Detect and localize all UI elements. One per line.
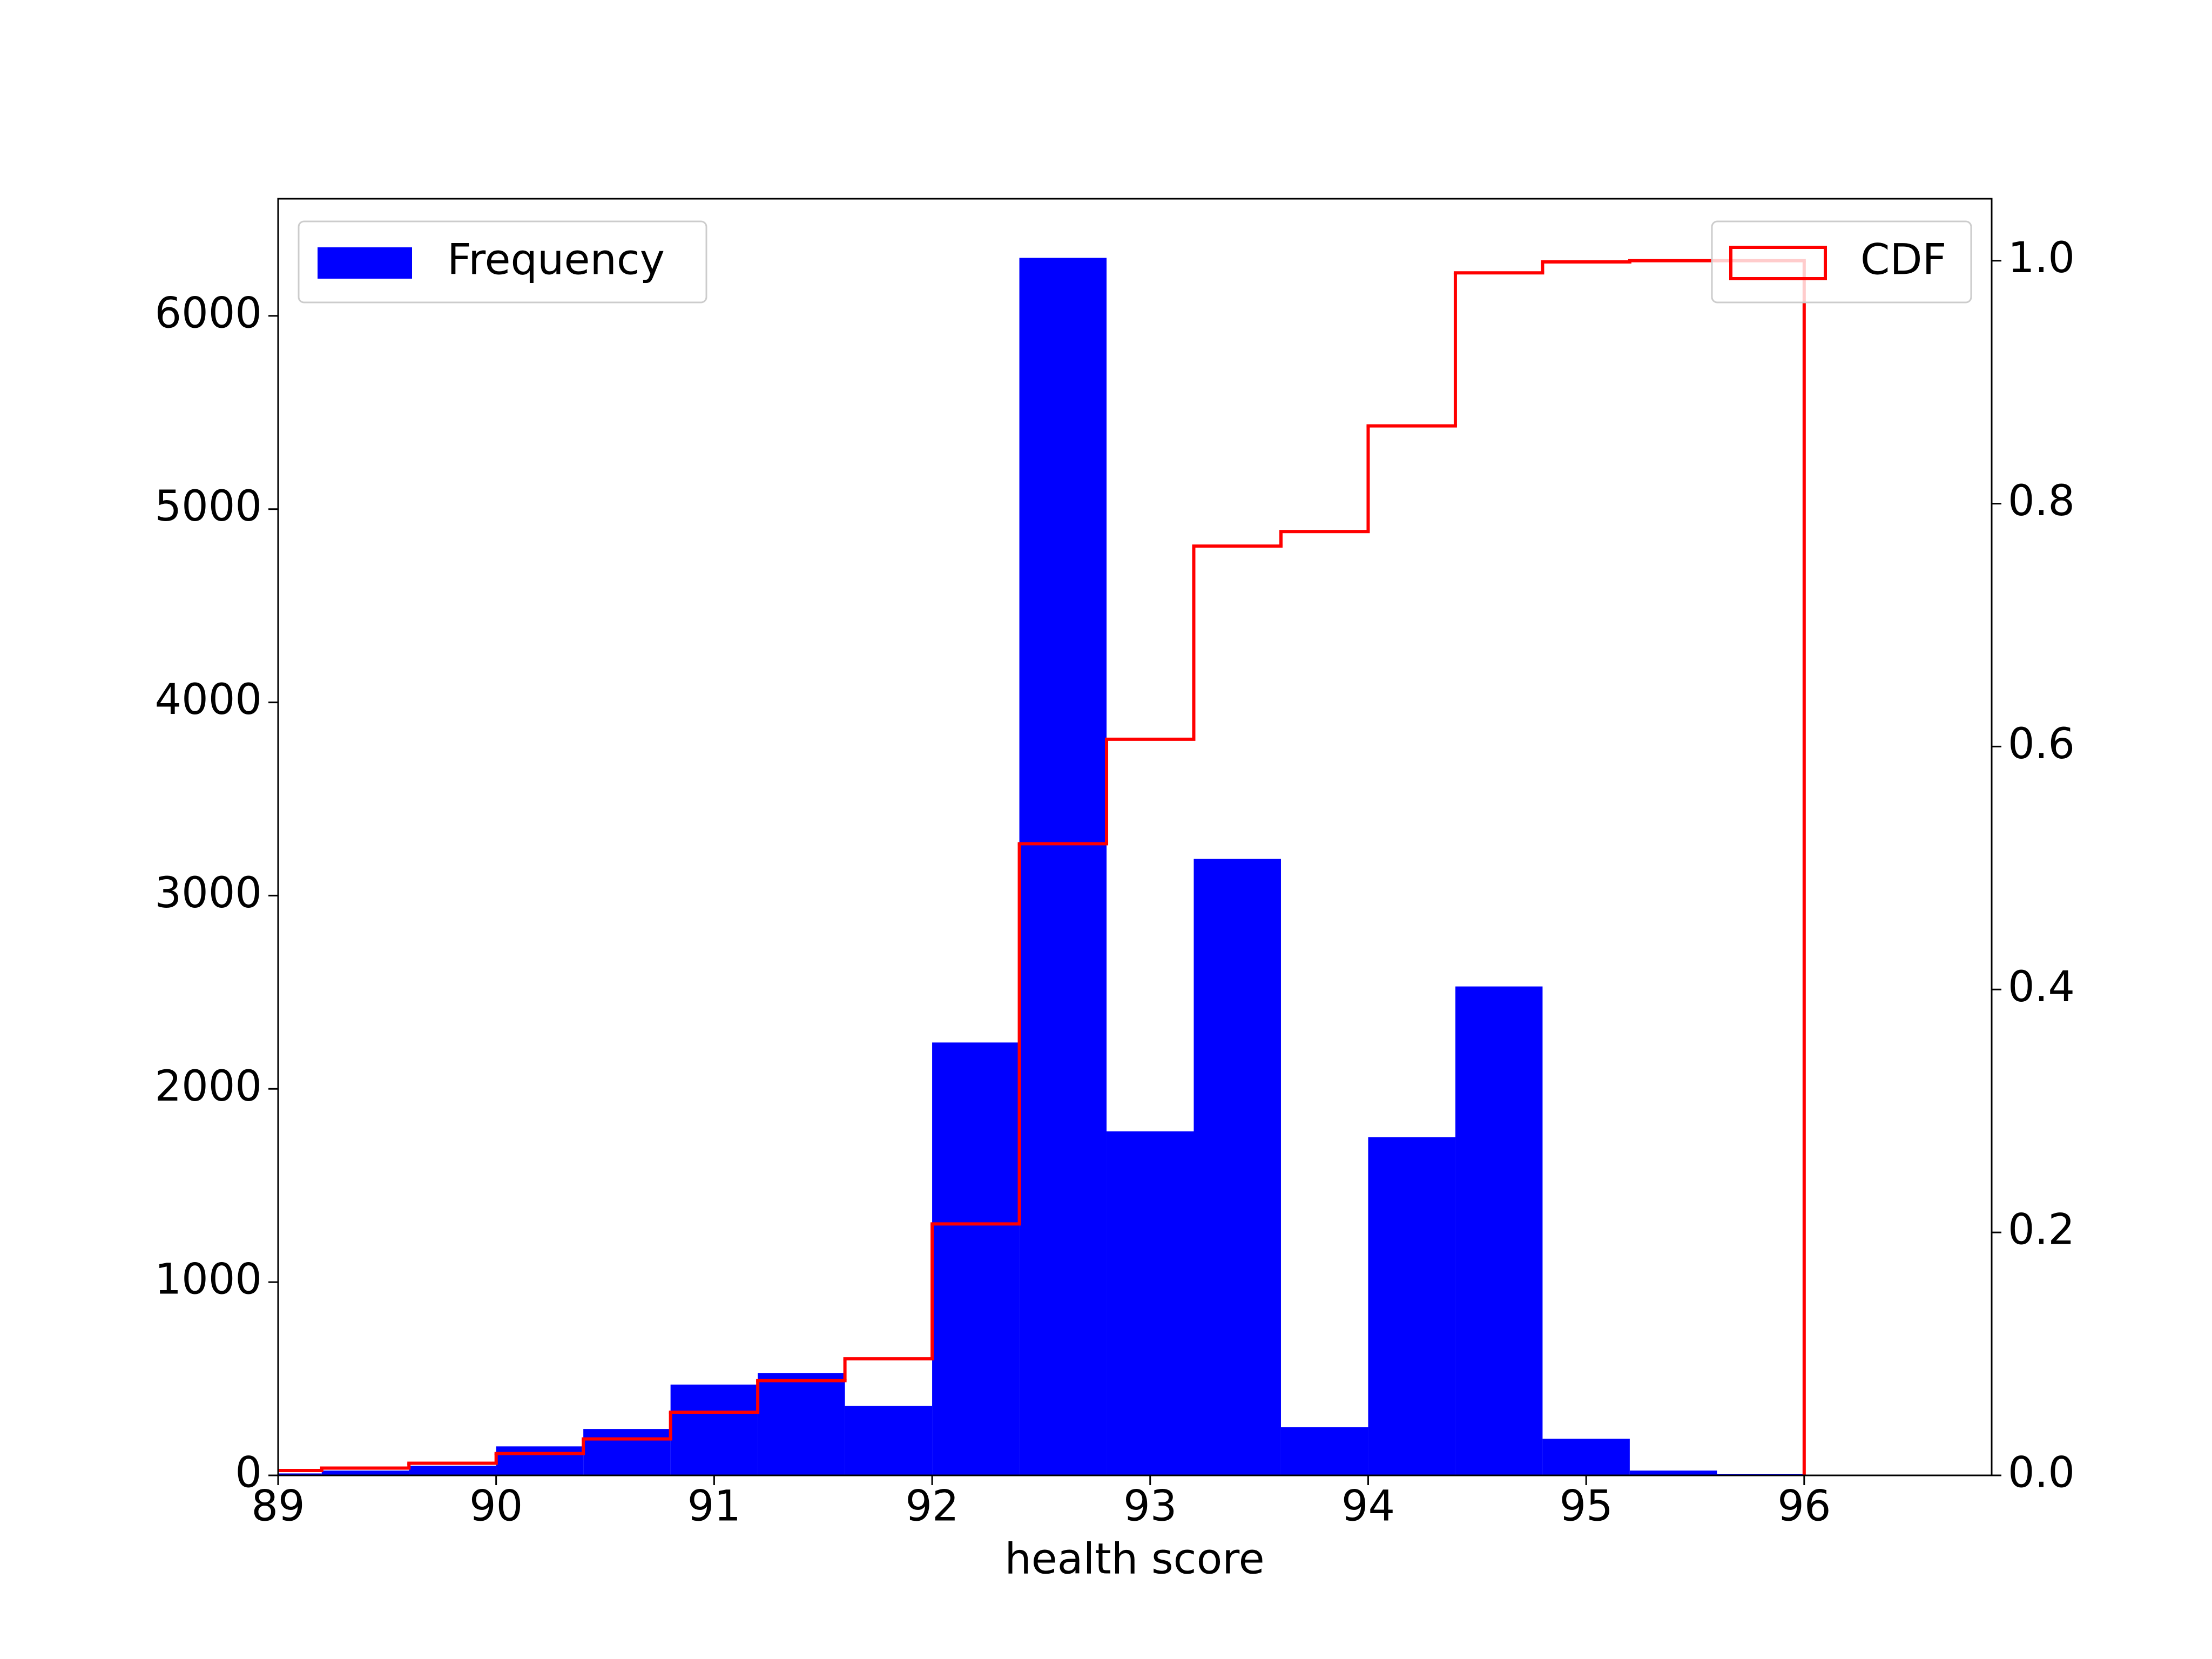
legend-box [1711, 220, 1972, 304]
y-tick-label: 6000 [154, 289, 262, 338]
x-tick-label: 93 [1123, 1482, 1177, 1530]
bar [1019, 258, 1107, 1475]
bar [1542, 1439, 1630, 1475]
bar [1193, 859, 1281, 1475]
bar [845, 1406, 933, 1475]
bar [1629, 1471, 1717, 1475]
y-tick-label: 5000 [154, 482, 262, 531]
x-tick-label: 91 [687, 1482, 741, 1530]
y-tick-label: 0 [235, 1448, 262, 1497]
legend-swatch [318, 247, 412, 279]
bar [1455, 986, 1543, 1475]
x-tick-label: 95 [1560, 1482, 1613, 1530]
y2-tick-label: 0.4 [2008, 963, 2075, 1011]
y-tick-label: 4000 [154, 676, 262, 724]
bar [321, 1471, 409, 1475]
legend-label: Frequency [447, 235, 665, 284]
legend-label: CDF [1860, 235, 1946, 284]
y2-tick-label: 0.2 [2008, 1206, 2075, 1255]
bar [583, 1429, 671, 1475]
y2-tick-label: 0.6 [2008, 720, 2075, 768]
bar [409, 1466, 496, 1475]
legend-box [298, 220, 707, 304]
y2-tick-label: 1.0 [2008, 234, 2075, 282]
x-axis-label: health score [1004, 1535, 1264, 1583]
bar [670, 1384, 758, 1475]
x-tick-label: 90 [469, 1482, 523, 1530]
bars [278, 258, 1804, 1475]
bar [1107, 1131, 1194, 1475]
y2-tick-label: 0.0 [2008, 1448, 2075, 1497]
plot-frame [277, 198, 1993, 1476]
bar [278, 1473, 322, 1475]
x-tick-label: 92 [905, 1482, 959, 1530]
y-tick-label: 3000 [154, 869, 262, 918]
bar [1280, 1427, 1368, 1475]
bar [758, 1373, 845, 1475]
bar [1368, 1137, 1455, 1475]
x-tick-label: 96 [1777, 1482, 1831, 1530]
y2-tick-label: 0.8 [2008, 477, 2075, 525]
x-tick-label: 89 [251, 1482, 305, 1530]
y-tick-label: 2000 [154, 1062, 262, 1111]
legend-swatch [1729, 246, 1827, 280]
bar [496, 1446, 584, 1475]
bar [932, 1042, 1020, 1475]
cdf-line [278, 259, 1806, 1475]
y-tick-label: 1000 [154, 1256, 262, 1304]
x-tick-label: 94 [1341, 1482, 1395, 1530]
